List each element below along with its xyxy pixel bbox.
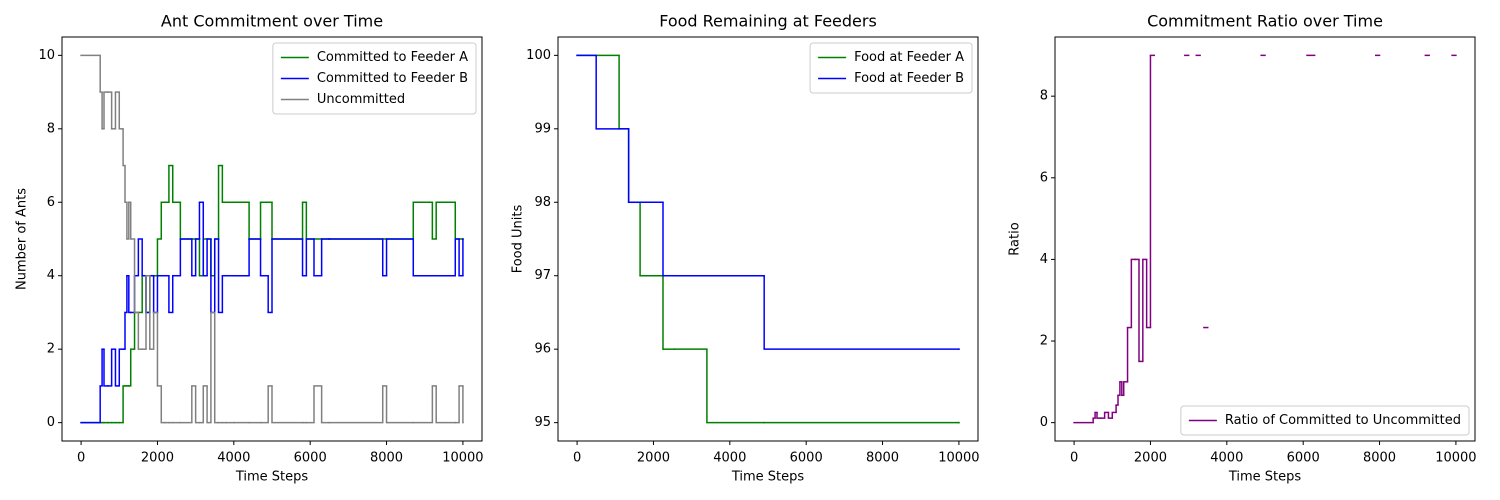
- series-line: [576, 54, 960, 350]
- y-axis-label: Ratio: [1008, 222, 1023, 255]
- y-axis-label: Food Units: [511, 205, 526, 274]
- x-tick-label: 0: [573, 451, 581, 466]
- legend-label: Food at Feeder A: [854, 50, 964, 65]
- chart-title: Food Remaining at Feeders: [659, 12, 877, 31]
- y-tick-label: 2: [47, 342, 55, 357]
- legend-box: [272, 42, 477, 115]
- x-tick-label: 10000: [442, 451, 483, 466]
- x-tick-label: 6000: [1287, 451, 1320, 466]
- subplot: Commitment Ratio over Time Time Steps Rati…: [1008, 12, 1477, 485]
- y-tick-label: 0: [47, 415, 55, 430]
- subplot: Food Remaining at Feeders Time Steps Food …: [511, 12, 980, 485]
- series-line: [1073, 54, 1457, 424]
- y-tick-label: 96: [534, 342, 551, 357]
- subplot: Ant Commitment over Time Time Steps Number…: [15, 12, 484, 485]
- x-tick-label: 4000: [1210, 451, 1243, 466]
- legend-label: Ratio of Committed to Uncommitted: [1225, 413, 1461, 428]
- x-tick-label: 6000: [294, 451, 327, 466]
- y-tick-label: 6: [1040, 170, 1048, 185]
- legend: Committed to Feeder A Committed to Feeder…: [272, 42, 477, 115]
- y-tick-label: 10: [38, 48, 55, 63]
- y-tick-label: 8: [1040, 89, 1048, 104]
- series-line: [80, 54, 464, 424]
- y-tick-label: 2: [1040, 334, 1048, 349]
- x-tick-label: 2000: [637, 451, 670, 466]
- y-tick-label: 100: [526, 48, 551, 63]
- x-tick-label: 2000: [141, 451, 174, 466]
- legend: Ratio of Committed to Uncommitted: [1180, 405, 1470, 436]
- chart-title: Ant Commitment over Time: [161, 12, 383, 31]
- x-tick-label: 0: [77, 451, 85, 466]
- y-axis-label: Number of Ants: [15, 188, 30, 290]
- legend: Food at Feeder A Food at Feeder B: [809, 42, 973, 94]
- legend-label: Uncommitted: [317, 92, 405, 107]
- axes-frame: [1054, 36, 1476, 442]
- axes-frame: [61, 36, 483, 442]
- axes-frame: [557, 36, 979, 442]
- y-tick-label: 4: [47, 268, 55, 283]
- y-tick-label: 4: [1040, 252, 1048, 267]
- series-line: [576, 54, 960, 424]
- x-tick-label: 8000: [1363, 451, 1396, 466]
- legend-box: [809, 42, 973, 94]
- x-axis-label: Time Steps: [731, 470, 805, 485]
- y-tick-label: 98: [534, 195, 551, 210]
- y-tick-label: 6: [47, 195, 55, 210]
- x-tick-label: 4000: [713, 451, 746, 466]
- x-tick-label: 6000: [790, 451, 823, 466]
- x-tick-label: 8000: [866, 451, 899, 466]
- legend-box: [1180, 405, 1470, 436]
- y-tick-label: 8: [47, 121, 55, 136]
- x-tick-label: 10000: [1435, 451, 1476, 466]
- x-tick-label: 2000: [1134, 451, 1167, 466]
- x-axis-label: Time Steps: [1228, 470, 1302, 485]
- y-tick-label: 99: [534, 121, 551, 136]
- x-tick-label: 8000: [370, 451, 403, 466]
- x-tick-label: 4000: [217, 451, 250, 466]
- x-tick-label: 0: [1070, 451, 1078, 466]
- x-tick-label: 10000: [938, 451, 979, 466]
- chart-title: Commitment Ratio over Time: [1147, 12, 1383, 31]
- legend-label: Committed to Feeder B: [317, 71, 468, 86]
- legend-label: Food at Feeder B: [854, 71, 964, 86]
- x-axis-label: Time Steps: [235, 470, 309, 485]
- y-tick-label: 0: [1040, 415, 1048, 430]
- y-tick-label: 95: [534, 415, 551, 430]
- legend-label: Committed to Feeder A: [317, 50, 468, 65]
- y-tick-label: 97: [534, 268, 551, 283]
